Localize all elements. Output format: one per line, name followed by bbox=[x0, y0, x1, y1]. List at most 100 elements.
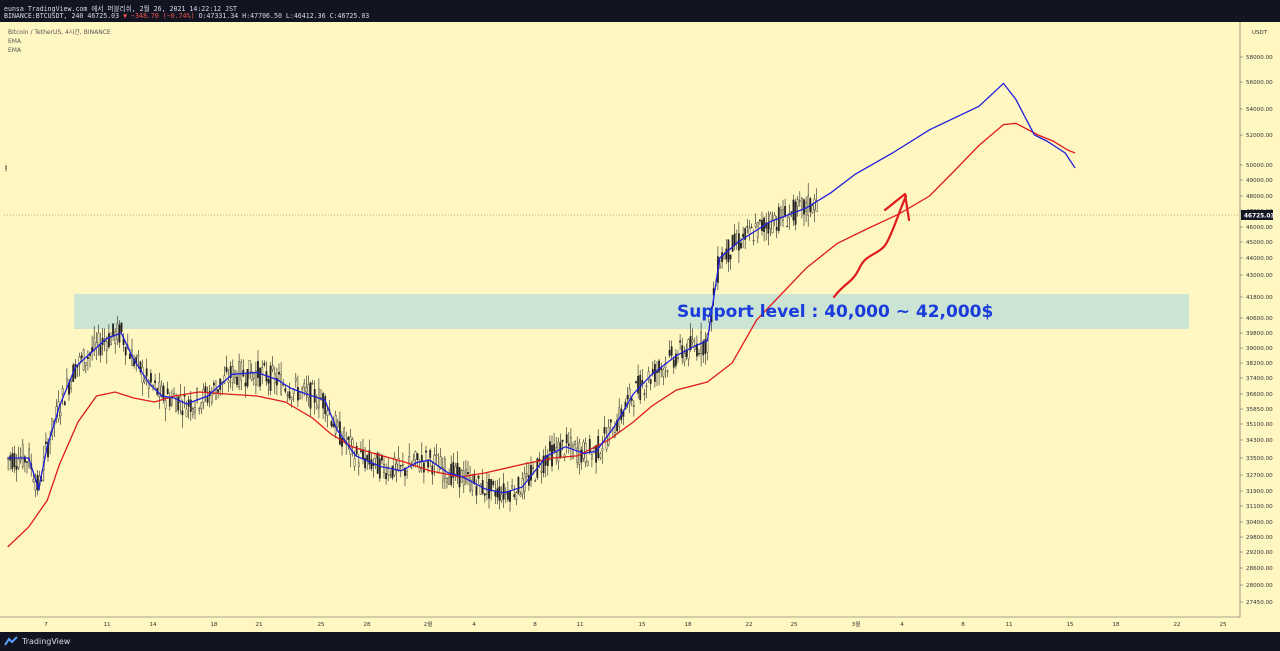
y-tick-label: 35850.00 bbox=[1246, 407, 1273, 413]
candle bbox=[32, 474, 35, 483]
y-tick-label: 30400.00 bbox=[1246, 520, 1273, 526]
candle bbox=[444, 455, 446, 489]
candle bbox=[515, 490, 518, 506]
candle bbox=[509, 489, 511, 512]
price-change: ▼ −348.70 (−0.74%) bbox=[123, 12, 195, 20]
x-tick-label: 4 bbox=[900, 622, 904, 628]
candle bbox=[595, 444, 598, 474]
last-price-tag bbox=[1241, 210, 1273, 220]
candle bbox=[276, 367, 278, 396]
ohlc-values: O:47331.34 H:47706.50 L:46412.36 C:46725… bbox=[198, 12, 370, 20]
candle bbox=[475, 479, 478, 505]
candle bbox=[389, 470, 392, 479]
candle bbox=[492, 479, 495, 488]
candle bbox=[7, 456, 10, 471]
candle bbox=[591, 450, 593, 468]
candle bbox=[511, 478, 513, 489]
tradingview-logo[interactable]: TradingView bbox=[4, 636, 70, 646]
y-tick-label: 58000.00 bbox=[1246, 55, 1273, 61]
candle bbox=[191, 406, 194, 419]
legend-ema-2[interactable]: EMA bbox=[8, 47, 22, 54]
candle bbox=[139, 360, 142, 375]
candle bbox=[252, 372, 255, 386]
candle bbox=[28, 442, 30, 470]
x-tick-label: 3월 bbox=[852, 620, 861, 628]
candle bbox=[387, 458, 390, 482]
candle bbox=[177, 395, 180, 415]
candle bbox=[698, 348, 700, 357]
candle bbox=[735, 229, 738, 250]
y-tick-label: 44000.00 bbox=[1246, 256, 1273, 262]
candle bbox=[397, 445, 400, 473]
candle bbox=[654, 359, 656, 388]
candle bbox=[158, 372, 161, 409]
candle bbox=[675, 348, 677, 369]
candle bbox=[246, 368, 249, 389]
y-tick-label: 33500.00 bbox=[1246, 456, 1273, 462]
candle bbox=[693, 337, 696, 353]
candle bbox=[685, 343, 688, 361]
y-tick-label: 28000.00 bbox=[1246, 583, 1273, 589]
candle bbox=[13, 445, 16, 474]
candle bbox=[658, 358, 661, 386]
ema-slow-line bbox=[7, 122, 1076, 548]
candle bbox=[324, 393, 327, 422]
x-tick-label: 25 bbox=[317, 622, 325, 628]
candle bbox=[107, 324, 110, 350]
candle bbox=[668, 340, 671, 359]
candle bbox=[105, 335, 108, 364]
candle bbox=[517, 476, 520, 495]
x-tick-label: 11 bbox=[1005, 622, 1013, 628]
legend-title: Bitcoin / TetherUS, 4시간, BINANCE bbox=[8, 29, 111, 36]
candle bbox=[574, 440, 577, 449]
candle bbox=[660, 362, 663, 378]
candle bbox=[664, 356, 667, 379]
chart-area[interactable]: Support level : 40,000 ~ 42,000$ USDT 5800… bbox=[0, 22, 1280, 632]
candle bbox=[265, 361, 268, 386]
candle bbox=[578, 438, 581, 475]
symbol-info: BINANCE:BTCUSDT, 240 46725.03 bbox=[4, 12, 120, 20]
candle bbox=[215, 379, 217, 400]
candle bbox=[395, 460, 398, 483]
candle bbox=[815, 188, 818, 213]
candle bbox=[254, 361, 257, 395]
candle bbox=[326, 405, 329, 428]
candle bbox=[404, 466, 406, 487]
candle bbox=[494, 480, 497, 504]
x-tick-label: 7 bbox=[44, 622, 48, 628]
candle bbox=[807, 183, 810, 227]
price-chart[interactable]: Support level : 40,000 ~ 42,000$ USDT 5800… bbox=[0, 22, 1280, 632]
candle bbox=[471, 473, 474, 497]
candle bbox=[145, 358, 148, 386]
candle bbox=[259, 366, 261, 391]
candle bbox=[208, 385, 211, 408]
arrow-path bbox=[832, 194, 908, 299]
candle bbox=[261, 360, 264, 385]
candle bbox=[662, 367, 665, 386]
candle bbox=[801, 196, 803, 219]
y-tick-label: 35100.00 bbox=[1246, 422, 1273, 428]
candle bbox=[601, 436, 604, 464]
x-tick-label: 28 bbox=[363, 622, 371, 628]
legend-ema-1[interactable]: EMA bbox=[8, 38, 22, 45]
candle bbox=[414, 450, 417, 468]
candle bbox=[599, 451, 602, 460]
candle bbox=[435, 443, 438, 466]
candle bbox=[168, 391, 171, 411]
candle bbox=[742, 226, 745, 249]
candle bbox=[263, 360, 266, 368]
candle bbox=[679, 334, 682, 350]
candle bbox=[269, 361, 272, 395]
x-tick-label: 11 bbox=[576, 622, 584, 628]
candle bbox=[761, 211, 763, 236]
candle bbox=[477, 475, 480, 484]
candle bbox=[765, 212, 768, 241]
candle bbox=[670, 340, 673, 361]
candle bbox=[525, 461, 528, 480]
candle bbox=[582, 439, 585, 462]
y-tick-label: 45000.00 bbox=[1246, 240, 1273, 246]
y-tick-label: 27450.00 bbox=[1246, 600, 1273, 606]
candle bbox=[322, 391, 324, 420]
candle bbox=[805, 196, 808, 222]
candle bbox=[429, 448, 432, 468]
